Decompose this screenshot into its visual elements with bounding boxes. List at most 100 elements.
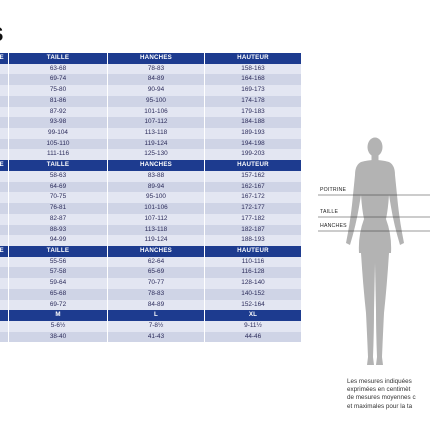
table-cell: 140-152 xyxy=(204,288,302,300)
note-line: et maximales pour la ta xyxy=(347,402,413,410)
note-line: Les mesures indiquées xyxy=(347,378,412,385)
table-cell: 63-68 xyxy=(8,63,108,75)
table-cell: 78-83 xyxy=(107,63,205,75)
table-cell: 84-89 xyxy=(107,299,205,311)
table-cell: 38-40 xyxy=(8,331,108,343)
table-cell: 0 xyxy=(0,95,9,107)
column-header: HANCHES xyxy=(107,160,205,171)
table-cell: 188-193 xyxy=(204,235,302,246)
table-cell: 152-164 xyxy=(204,299,302,311)
table-cell: 101-106 xyxy=(107,106,205,118)
table-cell: 110-116 xyxy=(204,256,302,268)
table-cell: 4 xyxy=(0,138,9,150)
table-cell: 88-93 xyxy=(8,224,108,236)
page-title: S xyxy=(0,24,4,47)
body-figure-diagram: POITRINE TAILLE HANCHES xyxy=(318,135,430,370)
table-cell: 76-81 xyxy=(8,203,108,214)
table-cell: 128-140 xyxy=(204,278,302,289)
table-cell: 2 xyxy=(0,117,9,129)
column-header: XL xyxy=(204,310,302,321)
table-cell: 2 xyxy=(0,224,9,236)
table-cell: 57-58 xyxy=(8,267,108,279)
table-cell: 8 xyxy=(0,235,9,246)
table-cell: 113-118 xyxy=(107,224,205,236)
table-cell: 189-193 xyxy=(204,128,302,139)
table-cell: 95-100 xyxy=(107,192,205,204)
table-cell: 174-178 xyxy=(204,95,302,107)
measurement-note: Les mesures indiquées exprimées en centi… xyxy=(347,378,430,411)
table-cell: 169-173 xyxy=(204,85,302,96)
table-cell: 6 xyxy=(0,256,9,268)
column-header: RINE xyxy=(0,53,9,64)
table-cell: 0 xyxy=(0,149,9,161)
table-cell: 116-128 xyxy=(204,267,302,279)
table-cell: 113-118 xyxy=(107,128,205,139)
table-cell: 162-167 xyxy=(204,181,302,193)
table-cell: 8 xyxy=(0,74,9,86)
table-cell: 69-72 xyxy=(8,299,108,311)
note-line: de mesures moyennes c xyxy=(347,394,416,402)
table-cell: 7 xyxy=(0,331,9,343)
table-cell: 177-182 xyxy=(204,213,302,225)
table-cell: 8 xyxy=(0,128,9,139)
table-cell: 199-203 xyxy=(204,149,302,161)
column-header: RINE xyxy=(0,160,9,171)
column-header xyxy=(0,310,9,321)
table-cell: 83-88 xyxy=(107,170,205,182)
table-cell: 99-104 xyxy=(8,128,108,139)
table-cell: 44-46 xyxy=(204,331,302,343)
table-cell: 184-188 xyxy=(204,117,302,129)
table-header-row: M L XL xyxy=(0,310,302,321)
table-cell: 1 xyxy=(0,278,9,289)
table-cell: 157-162 xyxy=(204,170,302,182)
table-cell: 84-89 xyxy=(107,74,205,86)
table-cell: 69-74 xyxy=(8,74,108,86)
table-row: ½5-6½7-8½9-11½ xyxy=(0,320,302,332)
table-cell: 164-168 xyxy=(204,74,302,86)
table-cell: 5-6½ xyxy=(8,320,108,332)
table-cell: 107-112 xyxy=(107,213,205,225)
table-cell: 70-77 xyxy=(107,278,205,289)
chest-label: POITRINE xyxy=(320,187,347,193)
table-cell: 89-94 xyxy=(107,181,205,193)
column-header: HANCHES xyxy=(107,53,205,64)
table-cell: 194-198 xyxy=(204,138,302,150)
table-cell: 93-98 xyxy=(8,117,108,129)
table-cell: 4 xyxy=(0,267,9,279)
table-cell: 167-172 xyxy=(204,192,302,204)
table-cell: 8 xyxy=(0,181,9,193)
table-cell: 7-8½ xyxy=(107,320,205,332)
table-cell: 6 xyxy=(0,299,9,311)
hips-label: HANCHES xyxy=(320,223,347,229)
table-cell: 9-11½ xyxy=(204,320,302,332)
column-header: M xyxy=(8,310,108,321)
table-cell: 82-87 xyxy=(8,213,108,225)
table-cell: 158-163 xyxy=(204,63,302,75)
silhouette-figure xyxy=(318,137,430,365)
column-header: HAUTEUR xyxy=(204,160,302,171)
table-cell: 119-124 xyxy=(107,235,205,246)
table-cell: 101-106 xyxy=(107,203,205,214)
table-cell: 78-83 xyxy=(107,288,205,300)
column-header: HAUTEUR xyxy=(204,245,302,257)
table-cell: 65-69 xyxy=(107,267,205,279)
table-cell: 111-116 xyxy=(8,149,108,161)
waist-label: TAILLE xyxy=(320,209,339,215)
